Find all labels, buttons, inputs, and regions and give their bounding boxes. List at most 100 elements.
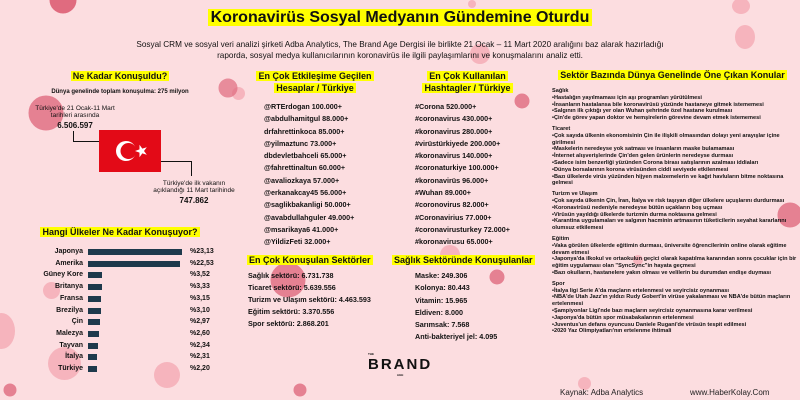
hashtag-item: #koronavirüs 96.000+ [415,175,489,185]
sector-item: Ticaret sektörü: 5.639.556 [248,283,336,292]
country-value: %3,52 [190,271,210,279]
country-label: İtalya [65,353,83,361]
decor-dot [48,347,81,380]
country-row: Malezya %2,60 [0,329,240,339]
country-bar [88,295,101,302]
topic-item: •İnsanların hastalansa bile koronavirüsü… [552,101,764,108]
topic-category: Turizm ve Ulaşım •Çok sayıda ülkenin Çin,… [552,191,797,232]
decor-dot [735,25,755,49]
account-item: @fahrettinaltun 60.000+ [264,163,346,173]
topic-item: •Sadece isim benzerliği yüzünden Corona … [552,159,759,166]
accounts-heading: En Çok Etkileşime Geçilen Hesaplar / Türk… [240,70,390,94]
decor-dot [468,0,476,8]
tr-period-value: 6.506.597 [57,121,93,130]
intro-text: Sosyal CRM ve sosyal veri analizi şirket… [136,40,664,60]
topic-category-name: Sağlık [552,88,569,94]
decor-dot [633,255,643,265]
health-heading-text: Sağlık Sektöründe Konuşulanlar [392,255,535,265]
hashtag-item: #coronavirus 430.000+ [415,114,493,124]
country-value: %2,20 [190,365,210,372]
countries-bar-chart: Japonya %23,13 Amerika %22,53 Güney Kore %3,5… [0,247,240,377]
health-item: Maske: 249.306 [415,271,468,280]
topic-item: •Çok sayıda ülkenin Çin, İran, İtalya ve… [552,197,785,204]
health-item: Vitamin: 15.965 [415,295,468,305]
health-item: Anti-bakteriyel jel: 4.095 [415,332,498,342]
brand-age-logo: THE BRAND AGE [368,352,432,377]
topic-item: •Japonya'da bütün spor müsabakalarının e… [552,314,694,321]
sector-item: Sağlık sektörü: 6.731.738 [248,271,334,280]
footer-source: Kaynak: Adba Analytics [560,388,644,397]
topic-item: •İtalya ligi Serie A'da maçların ertelen… [552,287,729,294]
countries-heading-text: Hangi Ülkeler Ne Kadar Konuşuyor? [40,227,200,237]
decor-dot [154,362,180,388]
health-item: Kolonya: 80.443 [415,283,470,293]
topic-item: •Vaka görülen ülkelerde eğitimin durması… [552,242,787,256]
country-row: Tayvan %2,34 [0,341,240,351]
country-label: Tayvan [59,341,83,349]
country-bar [88,366,97,372]
topic-item: •Çin'de görev yapan doktor ve hemşireler… [552,115,761,122]
account-item: @avabdullahguler 49.000+ [264,212,355,222]
country-row: Brezilya %3,10 [0,306,240,316]
topic-item: •Virüsün yayıldığı ülkelerde turizmin du… [552,211,717,218]
country-row: Çin %2,97 [0,317,240,327]
country-row: Britanya %3,33 [0,282,240,292]
turkey-flag-icon [99,130,161,172]
account-item: dbdevletbahceli 65.000+ [264,151,347,161]
decor-dot [0,313,15,349]
hashtag-item: #coronavirusturkey 72.000+ [415,224,510,234]
country-bar [88,272,103,279]
country-label: Güney Kore [43,271,83,279]
topic-item: •Hastalığın yayılmaması için aşı program… [552,94,702,101]
hashtag-item: #koronavirus 140.000+ [415,151,493,161]
countries-heading: Hangi Ülkeler Ne Kadar Konuşuyor? [0,227,240,237]
country-row: Amerika %22,53 [0,259,240,269]
topic-item: •Salgının ilk çıktığı yer olan Wuhan şeh… [552,108,733,115]
account-item: @saglikbakanligi 50.000+ [264,200,351,210]
country-row: Fransa %3,15 [0,294,240,304]
hashtags-heading-2: Hashtagler / Türkiye [422,83,513,93]
topic-category-name: Ticaret [552,125,571,132]
logo-the: THE [368,352,374,356]
talk-heading-text: Ne Kadar Konuşuldu? [70,71,170,81]
topic-item: •İnternet alışverişlerinde Çin'den gelen… [552,153,734,160]
sector-item: Spor sektörü: 2.868.201 [248,319,329,328]
account-item: @YildizFeti 32.000+ [264,237,331,247]
topic-item: •Maskelerin neredeyse yok satması ve ins… [552,146,735,153]
accounts-list: @RTErdogan 100.000+ @abdulhamitgul 88.000… [264,101,354,249]
topic-item: •Bazı okulların, hastanelere yakın olmas… [552,269,771,276]
footer-site[interactable]: www.HaberKolay.Com [690,388,770,397]
country-bar [88,307,101,314]
connector-line [73,131,99,142]
topic-item: •Çok sayıda ülkenin ekonomisinin Çin ile… [552,132,780,146]
decor-dot [578,377,591,390]
health-item: Eldiven: 8.000 [415,307,463,317]
hashtags-heading: En Çok Kullanılan Hashtagler / Türkiye [395,70,540,94]
hashtag-item: #Corona 520.000+ [415,102,477,111]
title-text: Koronavirüs Sosyal Medyanın Gündemine Ot… [207,9,593,26]
sectors-heading-text: En Çok Konuşulan Sektörler [247,255,373,265]
topic-item: •Şampiyonlar Ligi'nde bazı maçların seyi… [552,307,753,314]
country-value: %2,97 [190,318,210,326]
topic-item: •Juventus'un defans oyuncusu Daniele Rug… [552,321,747,328]
decor-dot [732,0,750,14]
topic-category-name: Eğitim [552,235,570,242]
hashtag-item: #Wuhan 89.000+ [415,188,471,198]
country-value: %22,53 [190,259,214,267]
country-bar [88,354,98,361]
country-label: Malezya [56,329,83,337]
country-value: %3,33 [190,283,210,291]
sector-item: Turizm ve Ulaşım sektörü: 4.463.593 [248,295,371,304]
country-bar [88,342,98,349]
sectors-heading: En Çok Konuşulan Sektörler [247,255,373,265]
logo-brand: BRAND [368,356,433,373]
topic-item: •NBA'de Utah Jazz'ın yıldızı Rudy Gobert… [552,294,791,308]
topic-category: Ticaret •Çok sayıda ülkenin ekonomisinin … [552,126,797,187]
country-bar [88,249,182,255]
hashtag-item: #Coronavirius 77.000+ [415,212,492,222]
country-bar [88,319,101,326]
decor-dot [43,282,60,299]
country-value: %3,15 [190,294,210,302]
talk-heading: Ne Kadar Konuşuldu? [0,71,240,81]
topic-category: Spor •İtalya ligi Serie A'da maçların ert… [552,281,797,335]
